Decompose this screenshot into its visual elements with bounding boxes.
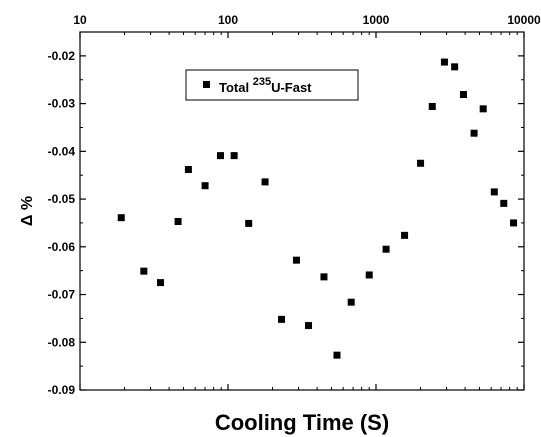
y-axis-title: Δ %: [19, 196, 36, 226]
data-point: [451, 63, 459, 71]
data-point: [184, 165, 192, 173]
y-tick-label: -0.07: [48, 288, 76, 302]
data-point: [428, 102, 436, 110]
data-point: [230, 152, 238, 160]
data-point: [245, 219, 253, 227]
legend-box: [185, 69, 359, 101]
data-point: [292, 256, 300, 264]
data-point: [470, 129, 478, 137]
data-point: [440, 58, 448, 66]
legend-label: Total 235U-Fast: [219, 76, 312, 95]
data-point: [305, 322, 313, 330]
legend-label-suffix: U-Fast: [271, 80, 312, 95]
data-point: [217, 152, 225, 160]
y-tick-label: -0.05: [48, 192, 76, 206]
x-tick-label: 1000: [363, 13, 390, 27]
x-tick-label: 100: [218, 13, 238, 27]
data-point: [401, 231, 409, 239]
y-tick-label: -0.02: [48, 49, 76, 63]
data-point: [117, 214, 125, 222]
data-point: [261, 178, 269, 186]
data-point: [140, 267, 148, 275]
data-point: [459, 91, 467, 99]
y-tick-label: -0.03: [48, 97, 76, 111]
y-tick-label: -0.09: [48, 383, 76, 397]
data-point: [347, 298, 355, 306]
x-tick-label: 10: [73, 13, 87, 27]
data-point: [333, 351, 341, 359]
x-axis-title: Cooling Time (S): [215, 410, 389, 435]
data-point: [365, 271, 373, 279]
x-tick-label: 10000: [507, 13, 541, 27]
data-point: [157, 279, 165, 287]
data-point: [382, 245, 390, 253]
y-axis: -0.02 -0.03 -0.04 -0.05 -0.06 -0.07 -0.08 -0.09: [48, 49, 524, 397]
x-axis: 10 100 1000 10000: [73, 13, 541, 390]
legend: Total 235U-Fast: [185, 69, 359, 101]
data-point: [320, 273, 328, 281]
data-points: [117, 58, 518, 359]
data-point: [479, 105, 487, 113]
data-point: [500, 199, 508, 207]
y-tick-label: -0.04: [48, 144, 76, 158]
data-point: [174, 218, 182, 226]
data-point: [490, 188, 498, 196]
legend-label-superscript: 235: [253, 76, 271, 88]
legend-marker: [203, 81, 210, 88]
y-tick-label: -0.06: [48, 240, 76, 254]
data-point: [201, 182, 209, 190]
data-point: [510, 219, 518, 227]
legend-label-prefix: Total: [219, 80, 253, 95]
y-tick-label: -0.08: [48, 335, 76, 349]
data-point: [278, 315, 286, 323]
data-point: [417, 159, 425, 167]
